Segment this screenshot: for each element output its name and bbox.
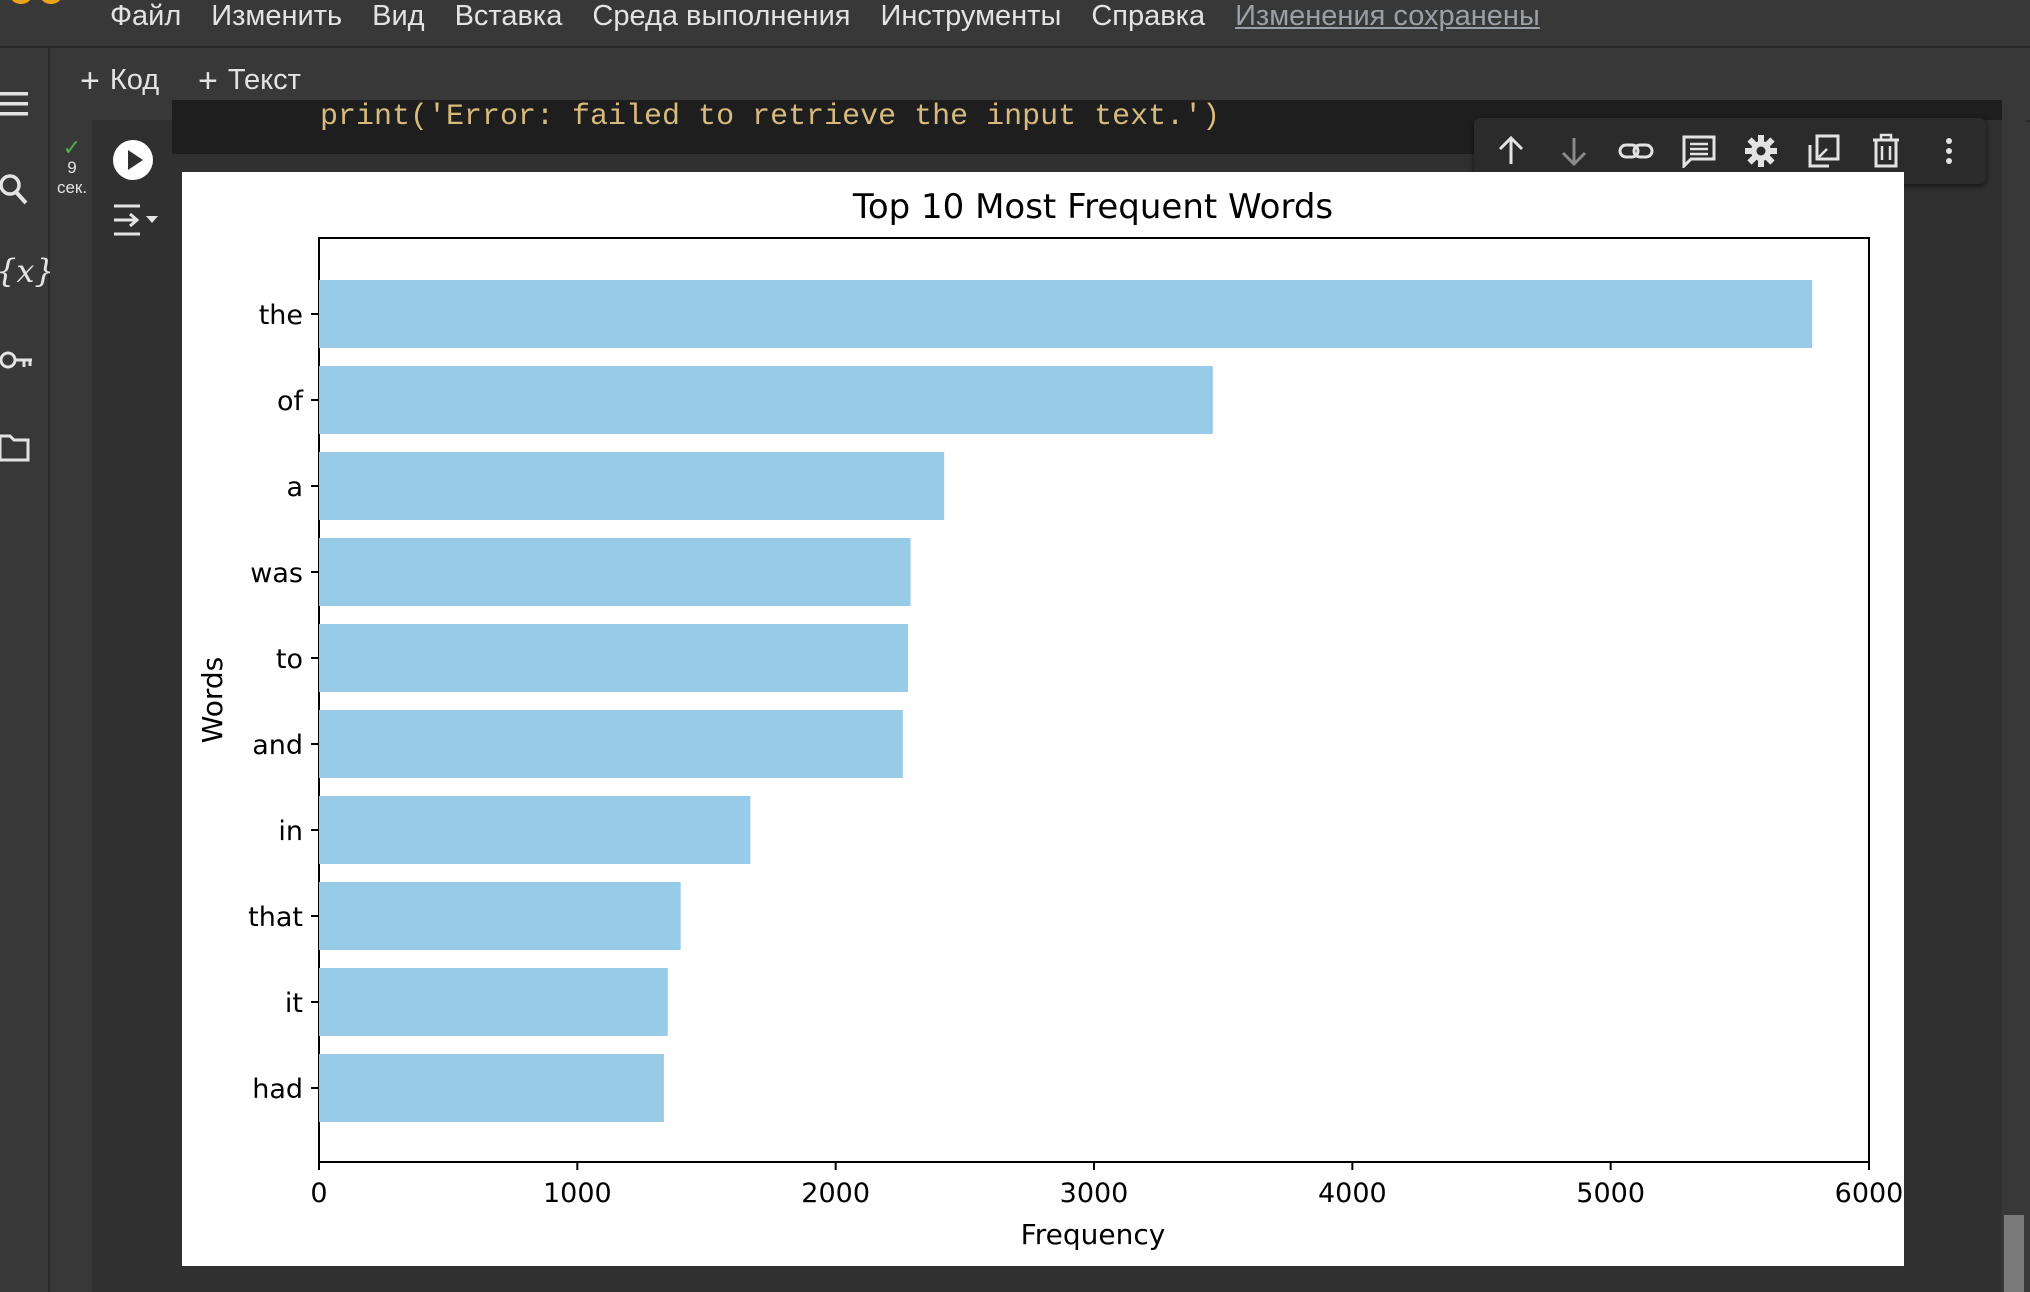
- y-tick-label: had: [252, 1074, 303, 1105]
- menu-item-file[interactable]: Файл: [110, 0, 182, 32]
- bar-in: [319, 796, 751, 864]
- plus-icon: +: [198, 61, 218, 100]
- y-tick-label: the: [259, 300, 303, 331]
- bar-was: [319, 538, 911, 606]
- output-actions-icon[interactable]: [110, 200, 160, 240]
- delete-icon[interactable]: [1866, 131, 1906, 171]
- add-code-button[interactable]: + Код: [80, 61, 160, 100]
- menu-icon[interactable]: [0, 84, 40, 124]
- x-tick-label: 1000: [543, 1178, 612, 1209]
- cell-output-plot: Top 10 Most Frequent Words the of a was to an…: [182, 172, 1904, 1266]
- left-rail: {x}: [0, 48, 55, 1292]
- menu-item-insert[interactable]: Вставка: [454, 0, 563, 32]
- y-tick-label: was: [250, 558, 303, 589]
- variables-icon[interactable]: {x}: [0, 252, 55, 290]
- menu-item-runtime[interactable]: Среда выполнения: [592, 0, 851, 32]
- x-tick-label: 2000: [801, 1178, 870, 1209]
- move-down-icon[interactable]: [1554, 131, 1594, 171]
- add-code-label: Код: [109, 64, 160, 96]
- settings-icon[interactable]: [1741, 131, 1781, 171]
- search-icon[interactable]: [0, 170, 40, 210]
- exec-unit: сек.: [56, 178, 88, 197]
- x-tick-label: 3000: [1060, 1178, 1129, 1209]
- y-tick-label: in: [278, 816, 303, 847]
- mirror-cell-icon[interactable]: [1804, 131, 1844, 171]
- bar-that: [319, 882, 681, 950]
- key-icon[interactable]: [0, 340, 40, 380]
- y-tick-label: that: [248, 902, 303, 933]
- folder-icon[interactable]: [0, 428, 40, 468]
- y-tick-label: it: [285, 988, 303, 1019]
- add-text-label: Текст: [227, 64, 301, 96]
- run-cell-button[interactable]: [113, 140, 153, 180]
- move-up-icon[interactable]: [1491, 131, 1531, 171]
- saved-status-link[interactable]: Изменения сохранены: [1235, 0, 1540, 32]
- cell-gutter: [50, 120, 92, 1292]
- bar-to: [319, 624, 908, 692]
- code-line: print('Error: failed to retrieve the inp…: [320, 100, 1221, 134]
- more-icon[interactable]: [1929, 131, 1969, 171]
- scrollbar[interactable]: [2002, 120, 2026, 1292]
- bar-of: [319, 366, 1213, 434]
- bar-it: [319, 968, 668, 1036]
- check-icon: ✓: [62, 135, 82, 160]
- menu-bar: Файл Изменить Вид Вставка Среда выполнен…: [0, 0, 2030, 48]
- add-text-button[interactable]: + Текст: [198, 61, 301, 100]
- y-axis-label: Words: [196, 657, 229, 744]
- chart-title: Top 10 Most Frequent Words: [852, 187, 1333, 227]
- execution-status: ✓ 9 сек.: [52, 135, 92, 198]
- x-tick-label: 4000: [1318, 1178, 1387, 1209]
- exec-count: 9: [67, 158, 77, 177]
- link-icon[interactable]: [1616, 131, 1656, 171]
- colab-logo[interactable]: [10, 0, 70, 6]
- y-tick-label: to: [276, 644, 303, 675]
- menu-item-tools[interactable]: Инструменты: [880, 0, 1062, 32]
- x-tick-label: 6000: [1835, 1178, 1904, 1209]
- bar-chart: Top 10 Most Frequent Words the of a was to an…: [196, 187, 1904, 1251]
- cell-run-column: [92, 120, 172, 1292]
- cell-right-edge: [1986, 120, 2002, 1292]
- y-tick-label: of: [277, 386, 305, 417]
- bar-the: [319, 280, 1813, 348]
- menu-items: Файл Изменить Вид Вставка Среда выполнен…: [110, 0, 1540, 32]
- menu-item-edit[interactable]: Изменить: [211, 0, 343, 32]
- scrollbar-thumb[interactable]: [2004, 1215, 2024, 1292]
- plus-icon: +: [80, 61, 100, 100]
- bar-and: [319, 710, 903, 778]
- bar-had: [319, 1054, 664, 1122]
- menu-item-view[interactable]: Вид: [372, 0, 425, 32]
- y-tick-label: a: [286, 472, 303, 503]
- x-axis-label: Frequency: [1021, 1218, 1166, 1251]
- comment-icon[interactable]: [1679, 131, 1719, 171]
- x-tick-label: 0: [310, 1178, 327, 1209]
- y-tick-label: and: [252, 730, 303, 761]
- menu-item-help[interactable]: Справка: [1091, 0, 1206, 32]
- x-tick-label: 5000: [1576, 1178, 1645, 1209]
- bar-a: [319, 452, 945, 520]
